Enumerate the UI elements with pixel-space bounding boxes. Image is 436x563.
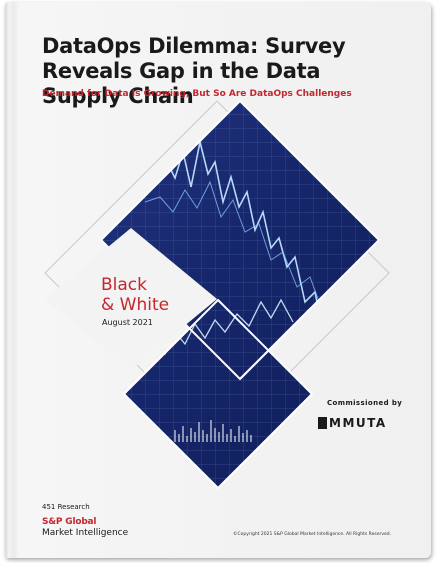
volume-bars (174, 420, 252, 442)
publisher-division: Market Intelligence (42, 528, 129, 538)
sponsor-logo-text: MMUTA (329, 416, 387, 430)
copyright-notice: ©Copyright 2021 S&P Global Market Intell… (233, 532, 392, 537)
report-subtitle: Demand for Data Is Growing, But So Are D… (42, 89, 352, 99)
report-title: DataOps Dilemma: Survey Reveals Gap in t… (42, 34, 346, 108)
sponsor-logo-icon (318, 417, 327, 429)
research-label: 451 Research (42, 503, 90, 511)
panel-dividers (99, 99, 381, 490)
series-label: Black & White (101, 275, 169, 315)
report-cover: DataOps Dilemma: Survey Reveals Gap in t… (5, 2, 431, 558)
publisher-name: S&P Global (42, 517, 97, 527)
series-label-line1: Black (101, 275, 147, 295)
series-label-line2: & White (101, 295, 170, 315)
cover-artwork (44, 99, 390, 490)
sponsor-logo: MMUTA (318, 416, 387, 430)
label-diamond (45, 228, 217, 370)
publication-date: August 2021 (102, 318, 153, 327)
commissioned-by-label: Commissioned by (327, 399, 403, 407)
chart-line-upper-2 (144, 180, 348, 338)
